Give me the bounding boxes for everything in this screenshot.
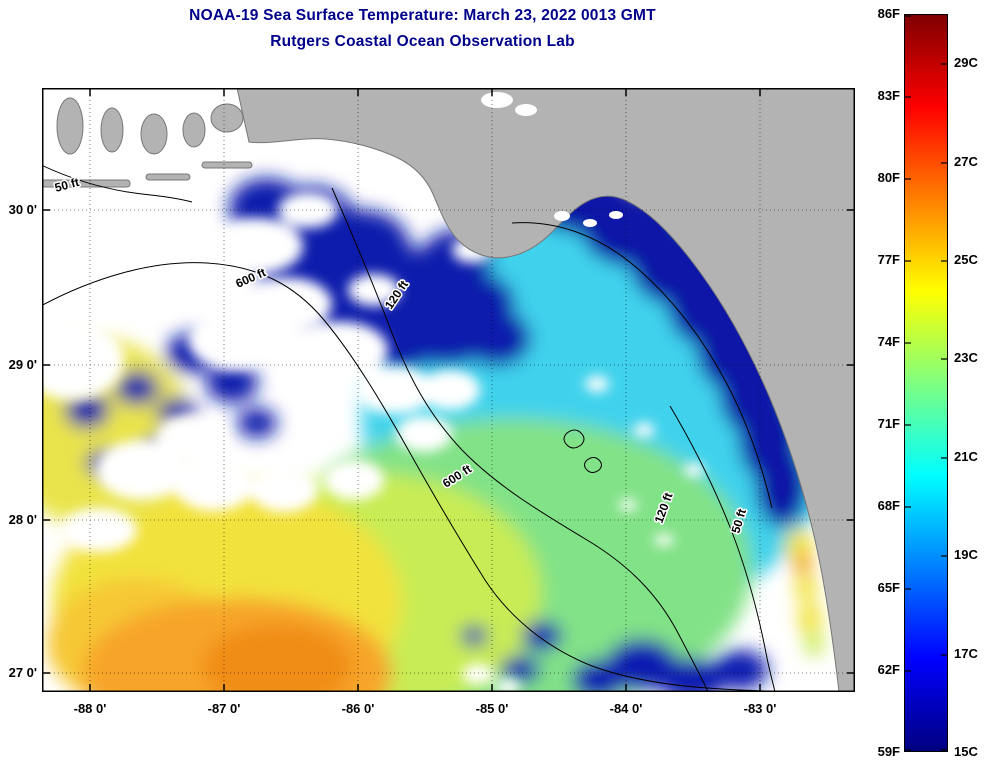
fahrenheit-label: 68F [877, 498, 900, 513]
contour-50ft-west [42, 164, 193, 203]
fahrenheit-label: 62F [877, 662, 900, 677]
fahrenheit-label: 71F [877, 416, 900, 431]
contour-120ft [331, 187, 709, 692]
fahrenheit-label: 59F [877, 744, 900, 759]
celsius-label: 21C [954, 449, 978, 464]
x-tick-label: -87 0' [207, 701, 241, 716]
y-tick-label: 29 0' [8, 357, 37, 372]
celsius-label: 17C [954, 646, 978, 661]
x-tick-label: -83 0' [743, 701, 777, 716]
fahrenheit-label: 74F [877, 334, 900, 349]
bathymetry-contours [42, 164, 803, 692]
fahrenheit-label: 86F [877, 6, 900, 21]
contour-nearshore [511, 222, 773, 509]
x-tick-label: -85 0' [475, 701, 509, 716]
fahrenheit-label: 77F [877, 252, 900, 267]
y-tick-label: 30 0' [8, 202, 37, 217]
fahrenheit-label: 83F [877, 88, 900, 103]
temperature-colorbar [904, 14, 948, 752]
contour-50ft-east [669, 405, 776, 692]
map-subtitle: Rutgers Coastal Ocean Observation Lab [270, 33, 575, 50]
y-tick-label: 27 0' [8, 665, 37, 680]
contour-squiggle [584, 457, 602, 473]
cloud-over-land [481, 92, 623, 227]
land-area [42, 88, 855, 692]
colorbar-ticks [905, 15, 947, 751]
x-tick-label: -86 0' [341, 701, 375, 716]
celsius-label: 25C [954, 252, 978, 267]
sst-map: 50 ft 600 ft 120 ft 600 ft 120 ft 50 ft [42, 88, 855, 692]
fahrenheit-label: 80F [877, 170, 900, 185]
x-tick-label: -84 0' [609, 701, 643, 716]
cloud-layer [42, 192, 704, 692]
contour-squiggle [563, 429, 585, 449]
map-border [42, 88, 855, 692]
celsius-label: 15C [954, 744, 978, 759]
y-tick-label: 28 0' [8, 512, 37, 527]
x-tick-label: -88 0' [73, 701, 107, 716]
celsius-label: 29C [954, 55, 978, 70]
grid-lines [42, 88, 855, 692]
celsius-label: 19C [954, 547, 978, 562]
fahrenheit-label: 65F [877, 580, 900, 595]
celsius-label: 27C [954, 154, 978, 169]
map-title: NOAA-19 Sea Surface Temperature: March 2… [189, 7, 656, 24]
celsius-label: 23C [954, 350, 978, 365]
contour-600ft [42, 262, 803, 692]
